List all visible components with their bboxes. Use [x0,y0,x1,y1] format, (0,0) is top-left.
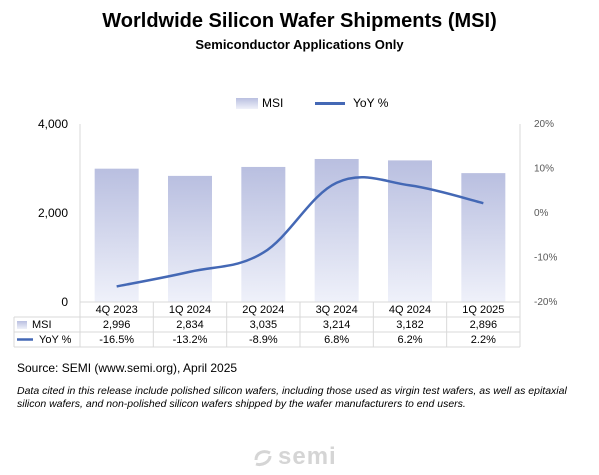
semi-logo-icon [254,450,272,466]
table-cell-msi: 3,182 [396,319,424,331]
chart-title: Worldwide Silicon Wafer Shipments (MSI) [102,10,497,32]
legend-swatch-bar [236,97,258,109]
x-tick-label: 3Q 2024 [316,304,358,316]
table-cell-msi: 2,896 [470,319,498,331]
table-cell-msi: 2,834 [176,319,204,331]
y-right-tick-label: 20% [534,119,554,130]
legend-swatch-line [315,101,345,105]
x-tick-label: 1Q 2025 [462,304,504,316]
table-cell-yoy: 6.8% [324,334,349,346]
line-yoy [116,175,484,288]
bar-msi [388,160,432,302]
semi-logo-text: semi [278,443,337,470]
legend: MSI YoY % [0,96,599,116]
y-right-tick-label: -20% [534,297,557,308]
y-left-tick-label: 0 [61,295,68,309]
y-right-tick-label: 0% [534,208,549,219]
source-text: Source: SEMI (www.semi.org), April 2025 [17,361,238,375]
bar-msi [94,168,139,302]
y-left-tick-label: 4,000 [38,117,68,131]
table-cell-msi: 3,035 [250,319,278,331]
table-cell-yoy: -16.5% [99,334,134,346]
x-tick-label: 2Q 2024 [242,304,284,316]
table-cell-yoy: 2.2% [471,334,496,346]
x-tick-label: 1Q 2024 [169,304,211,316]
table-row-label-msi: MSI [32,319,52,331]
bar-msi [168,175,212,302]
bar-msi [241,166,286,302]
x-tick-label: 4Q 2023 [96,304,138,316]
legend-item-yoy: YoY % [315,96,388,110]
chart-subtitle: Semiconductor Applications Only [195,37,404,52]
y-left-tick-label: 2,000 [38,206,68,220]
table-cell-msi: 2,996 [103,319,131,331]
table-cell-yoy: 6.2% [397,334,422,346]
legend-item-msi: MSI [236,96,283,110]
table-cell-yoy: -13.2% [173,334,208,346]
y-right-tick-label: -10% [534,253,557,264]
legend-label-yoy: YoY % [353,96,389,110]
table-row-label-yoy: YoY % [39,334,72,346]
table-cell-msi: 3,214 [323,319,351,331]
legend-label-msi: MSI [262,96,284,110]
bar-msi [314,158,359,302]
bar-msi [461,173,506,302]
semi-logo: semi [252,443,337,471]
footnote: Data cited in this release include polis… [17,385,567,410]
chart-area: 0 2,000 4,000 -20% -10% 0% 10% 20% 4Q 2023 2,996 -… [13,117,557,348]
table-cell-yoy: -8.9% [249,334,278,346]
table-swatch-bar [17,321,27,329]
y-right-tick-label: 10% [534,164,554,175]
x-tick-label: 4Q 2024 [389,304,431,316]
